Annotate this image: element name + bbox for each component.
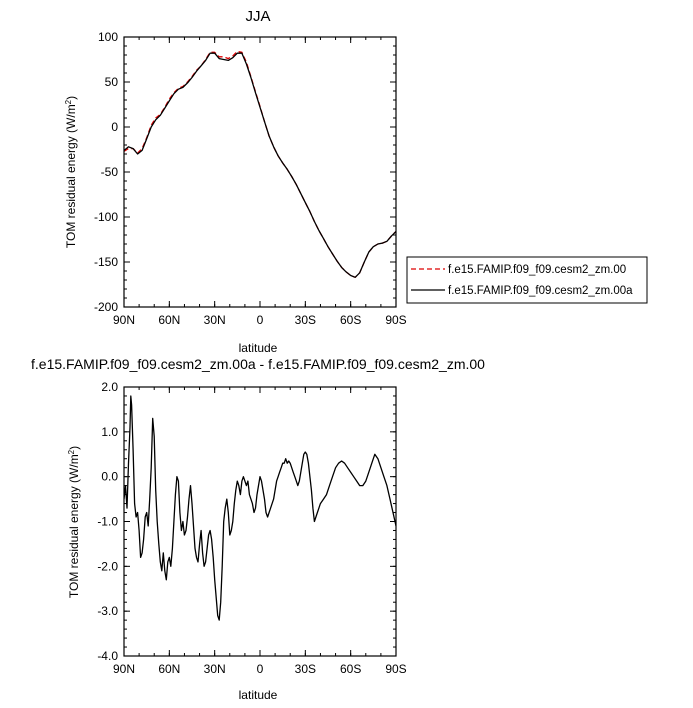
bottom-y-axis-label-main: TOM residual energy (W/m xyxy=(67,454,81,598)
top-series-line-1 xyxy=(124,50,396,278)
top-y-tick-label: -150 xyxy=(94,255,118,269)
top-y-tick-label: 0 xyxy=(111,120,118,134)
bottom-x-tick-label: 30S xyxy=(295,662,316,676)
top-plot-frame xyxy=(123,36,397,308)
top-x-tick-label: 90S xyxy=(385,313,406,327)
top-x-tick-label: 0 xyxy=(257,313,264,327)
legend: f.e15.FAMIP.f09_f09.cesm2_zm.00 f.e15.FA… xyxy=(406,256,648,304)
bottom-y-tick-label: -4.0 xyxy=(97,649,118,663)
top-x-axis-label: latitude xyxy=(239,341,278,355)
bottom-series-line-1 xyxy=(124,395,396,621)
legend-box xyxy=(406,256,648,304)
bottom-plot-frame xyxy=(123,386,397,657)
top-y-tick-label: 50 xyxy=(105,75,119,89)
top-series-group xyxy=(124,50,396,278)
top-y-tick-label: -100 xyxy=(94,210,118,224)
bottom-x-tick-label: 90S xyxy=(385,662,406,676)
top-panel-title: JJA xyxy=(245,8,270,25)
bottom-y-tick-label: 1.0 xyxy=(101,425,118,439)
top-plot-area: 90N 60N 30N 0 30S 60S 90S -200 -150 -100 -50 0 50 100 xyxy=(94,30,407,327)
bottom-y-tick-label: 2.0 xyxy=(101,380,118,394)
bottom-y-axis-label-sup: 2 xyxy=(67,449,76,454)
bottom-panel: f.e15.FAMIP.f09_f09.cesm2_zm.00a - f.e15… xyxy=(31,356,485,702)
bottom-y-tick-label: -2.0 xyxy=(97,559,118,573)
top-y-tick-label: 100 xyxy=(98,30,118,44)
top-y-axis-label-close: ) xyxy=(64,96,78,100)
top-panel: JJA 90N 60N 30N 0 30S 60S 90S -200 -150 -100 -50 0 5… xyxy=(64,8,648,355)
bottom-series-group xyxy=(124,395,396,621)
bottom-plot-area: 90N 60N 30N 0 30S 60S 90S -4.0 -3.0 -2.0 -1.0 0.0 1.… xyxy=(97,380,406,676)
bottom-y-tick-label: -3.0 xyxy=(97,604,118,618)
bottom-x-tick-label: 60N xyxy=(158,662,180,676)
bottom-panel-title: f.e15.FAMIP.f09_f09.cesm2_zm.00a - f.e15… xyxy=(31,356,485,372)
bottom-y-tick-label: -1.0 xyxy=(97,515,118,529)
bottom-y-axis-label-close: ) xyxy=(67,446,81,450)
bottom-y-tick-label: 0.0 xyxy=(101,470,118,484)
bottom-x-tick-label: 60S xyxy=(340,662,361,676)
top-series-line-2 xyxy=(124,52,396,278)
bottom-x-tick-label: 30N xyxy=(204,662,226,676)
top-y-tick-label: -50 xyxy=(101,165,119,179)
top-y-axis-label-main: TOM residual energy (W/m xyxy=(64,104,78,248)
top-y-axis-label: TOM residual energy (W/m2) xyxy=(64,96,79,248)
top-x-tick-label: 90N xyxy=(113,313,135,327)
top-y-tick-label: -200 xyxy=(94,300,118,314)
legend-label-series-2: f.e15.FAMIP.f09_f09.cesm2_zm.00a xyxy=(448,285,633,297)
bottom-y-axis-label: TOM residual energy (W/m2) xyxy=(67,446,82,598)
top-x-tick-label: 30S xyxy=(295,313,316,327)
top-x-tick-label: 60S xyxy=(340,313,361,327)
bottom-x-axis-label: latitude xyxy=(239,688,278,702)
top-x-tick-label: 30N xyxy=(204,313,226,327)
bottom-x-tick-label: 90N xyxy=(113,662,135,676)
legend-label-series-1: f.e15.FAMIP.f09_f09.cesm2_zm.00 xyxy=(448,264,626,276)
top-x-tick-label: 60N xyxy=(158,313,180,327)
bottom-x-tick-label: 0 xyxy=(257,662,264,676)
top-y-axis-label-sup: 2 xyxy=(64,99,73,104)
